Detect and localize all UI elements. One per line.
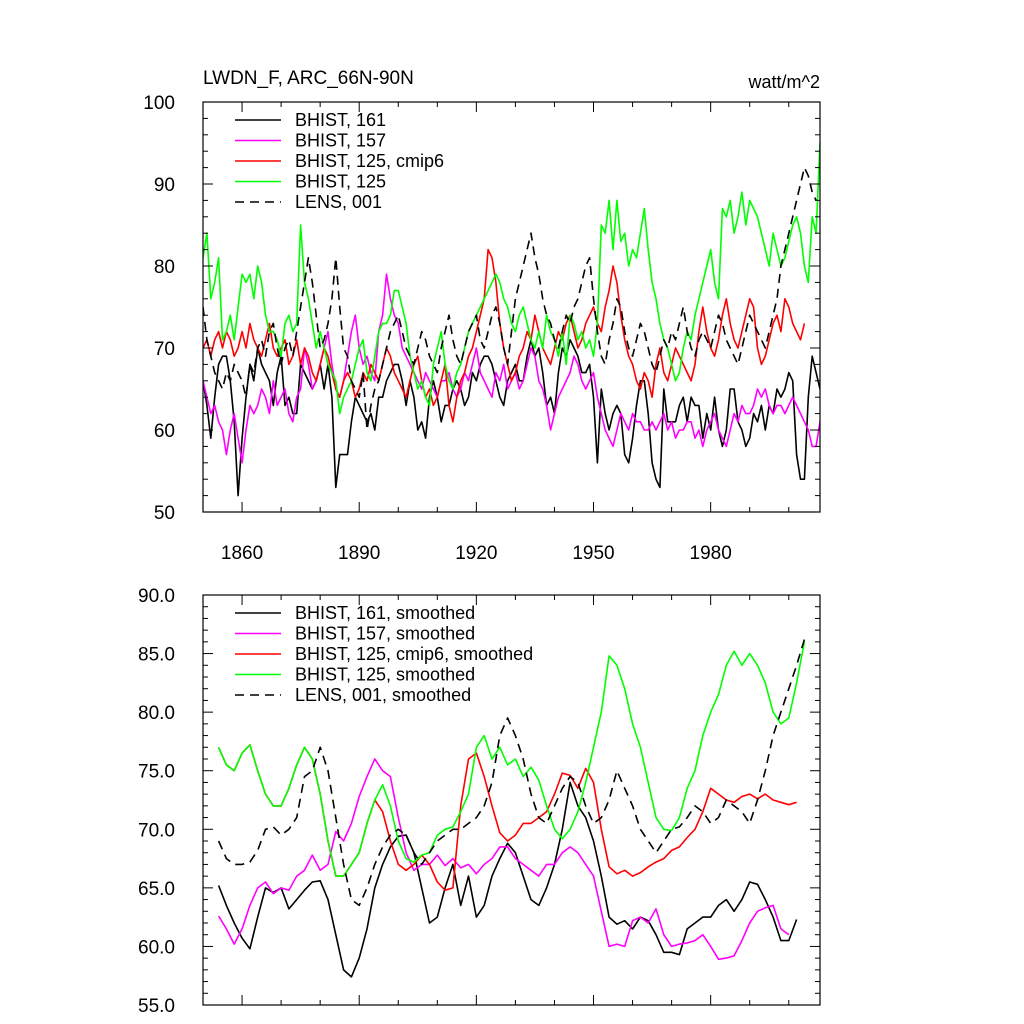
top-legend-label-0: BHIST, 161: [295, 110, 386, 130]
top-xtick-label: 1920: [455, 543, 497, 564]
bottom-ytick-label: 90.0: [138, 586, 175, 607]
bottom-legend-label-2: BHIST, 125, cmip6, smoothed: [295, 644, 533, 664]
units-label: watt/m^2: [748, 72, 820, 92]
bottom-legend-label-0: BHIST, 161, smoothed: [295, 603, 475, 623]
bottom-ytick-label: 55.0: [138, 996, 175, 1017]
top-ytick-label: 90: [154, 175, 175, 196]
top-xtick-label: 1860: [221, 543, 263, 564]
bottom-ytick-label: 70.0: [138, 820, 175, 841]
top-legend-label-1: BHIST, 157: [295, 131, 386, 151]
top-legend-label-2: BHIST, 125, cmip6: [295, 151, 444, 171]
top-ytick-label: 50: [154, 503, 175, 524]
bottom-series-line-3: [217, 641, 806, 877]
bottom-legend-label-3: BHIST, 125, smoothed: [295, 665, 475, 685]
bottom-legend-label-1: BHIST, 157, smoothed: [295, 624, 475, 644]
top-xtick-label: 1890: [338, 543, 380, 564]
top-series-line-0: [203, 338, 820, 497]
bottom-panel: 55.0 60.0 65.0 70.0 75.0 80.0 85.0 90.0 BHIST, 1…: [138, 586, 821, 1017]
bottom-series-group: [217, 639, 806, 978]
top-xtick-label: 1980: [690, 543, 732, 564]
top-series-line-3: [203, 142, 820, 415]
bottom-series-line-1: [217, 758, 790, 961]
top-plot-frame: [202, 101, 821, 513]
bottom-plot-frame: [202, 594, 821, 1006]
top-xtick-label: 1950: [572, 543, 614, 564]
top-series-group: [203, 142, 820, 497]
top-ytick-label: 100: [143, 93, 175, 114]
bottom-ytick-label: 85.0: [138, 645, 175, 666]
bottom-series-line-4: [217, 639, 806, 907]
chart-title: LWDN_F, ARC_66N-90N: [203, 68, 414, 89]
top-legend-label-4: LENS, 001: [295, 192, 382, 212]
top-ytick-label: 80: [154, 257, 175, 278]
top-series-line-4: [203, 166, 817, 431]
bottom-ytick-label: 75.0: [138, 762, 175, 783]
bottom-series-line-0: [217, 781, 798, 978]
bottom-ytick-label: 60.0: [138, 937, 175, 958]
bottom-ytick-label: 80.0: [138, 703, 175, 724]
bottom-legend-label-4: LENS, 001, smoothed: [295, 685, 471, 705]
top-panel: 50 60 70 80 90 100 1860 1890 1920 1950 1980 BHIST, …: [143, 93, 821, 564]
top-legend-label-3: BHIST, 125: [295, 172, 386, 192]
bottom-ytick-label: 65.0: [138, 879, 175, 900]
top-ytick-label: 60: [154, 421, 175, 442]
top-ytick-label: 70: [154, 339, 175, 360]
